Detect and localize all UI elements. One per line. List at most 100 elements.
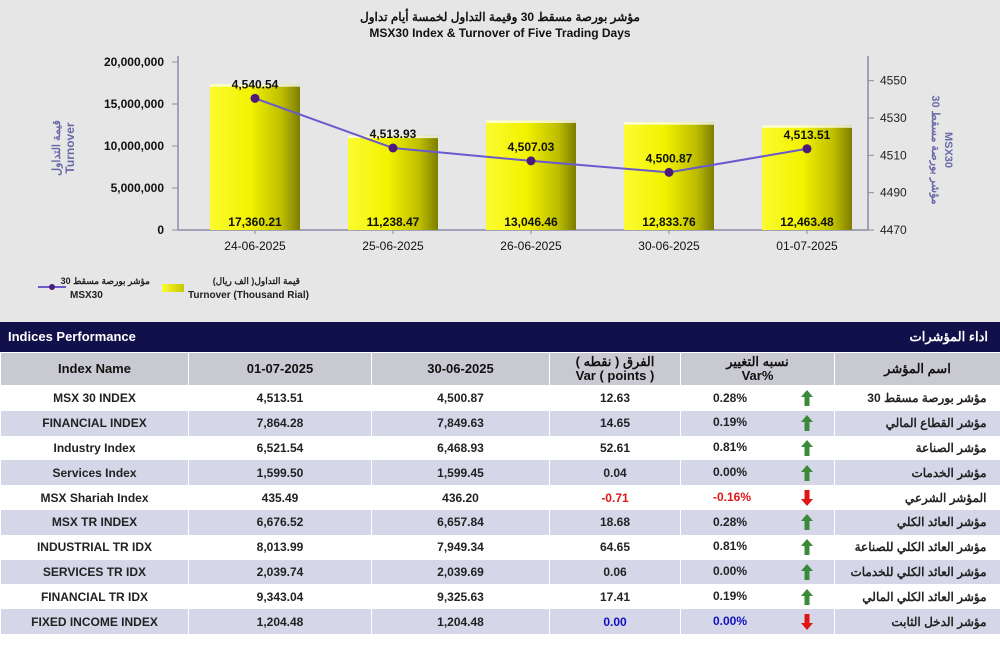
x-tick-label: 25-06-2025 xyxy=(362,239,424,253)
indices-table: Index Name 01-07-2025 30-06-2025 الفرق (… xyxy=(0,352,1000,634)
y-left-tick-label: 5,000,000 xyxy=(111,181,165,195)
cell-index-name-ar: مؤشر الدخل الثابت xyxy=(834,609,1000,634)
cell-var-pct: 0.28% xyxy=(680,385,835,411)
y-left-tick-label: 10,000,000 xyxy=(104,139,164,153)
cell-date1-value: 1,599.50 xyxy=(188,460,372,486)
y-right-tick-label: 4510 xyxy=(880,148,907,162)
cell-var-pct-text: 0.81% xyxy=(713,440,748,455)
cell-var-pct-text: 0.19% xyxy=(713,415,748,430)
cell-index-name-ar: مؤشر العائد الكلي xyxy=(834,509,1000,535)
cell-var-pct: 0.81% xyxy=(680,435,835,461)
cell-date1-value: 435.49 xyxy=(188,485,372,510)
cell-index-name: Industry Index xyxy=(0,435,189,461)
chart-svg: مؤشر بورصة مسقط 30 وقيمة التداول لخمسة أ… xyxy=(38,9,954,301)
chart-title-ar: مؤشر بورصة مسقط 30 وقيمة التداول لخمسة أ… xyxy=(360,9,640,25)
bar xyxy=(486,120,576,230)
x-tick-label: 26-06-2025 xyxy=(500,239,562,253)
cell-index-name: MSX Shariah Index xyxy=(0,485,189,510)
bar-value-label: 12,833.76 xyxy=(642,215,696,229)
cell-var-pct: 0.00% xyxy=(680,559,835,585)
msx30-value-label: 4,513.51 xyxy=(784,128,831,142)
cell-var-pct: 0.19% xyxy=(680,410,835,436)
bar-value-label: 11,238.47 xyxy=(367,215,420,229)
arrow-up-icon xyxy=(801,539,813,556)
col-pct-ar: نسبه التغيير xyxy=(726,354,789,369)
y-right-tick-label: 4530 xyxy=(880,111,907,125)
bar-highlight xyxy=(624,122,714,125)
arrow-up-icon xyxy=(801,439,813,456)
cell-date1-value: 8,013.99 xyxy=(188,534,372,560)
x-tick-label: 24-06-2025 xyxy=(224,239,286,253)
msx30-value-label: 4,540.54 xyxy=(232,77,279,91)
col-pct-en: Var% xyxy=(741,368,774,383)
table-row: INDUSTRIAL TR IDX 8,013.99 7,949.34 64.65 0.… xyxy=(0,534,1000,560)
cell-var-points: 52.61 xyxy=(549,435,681,461)
cell-index-name: FINANCIAL INDEX xyxy=(0,410,189,436)
cell-date2-value: 2,039.69 xyxy=(371,559,550,585)
col-date2: 30-06-2025 xyxy=(371,352,550,386)
arrow-down-icon xyxy=(801,613,813,630)
cell-index-name-ar: مؤشر بورصة مسقط 30 xyxy=(834,385,1000,411)
cell-var-pct: 0.00% xyxy=(680,609,835,634)
table-row: Services Index 1,599.50 1,599.45 0.04 0.00% م… xyxy=(0,460,1000,486)
cell-date1-value: 6,521.54 xyxy=(188,435,372,461)
cell-date2-value: 6,657.84 xyxy=(371,509,550,535)
section-title: Indices Performance xyxy=(8,329,136,344)
cell-date2-value: 4,500.87 xyxy=(371,385,550,411)
y-left-tick-label: 15,000,000 xyxy=(104,97,164,111)
msx30-point xyxy=(526,156,536,166)
cell-date1-value: 4,513.51 xyxy=(188,385,372,411)
x-tick-label: 01-07-2025 xyxy=(776,239,838,253)
cell-var-pct-text: 0.00% xyxy=(713,613,748,628)
table-row: MSX Shariah Index 435.49 436.20 -0.71 -0.16%… xyxy=(0,485,1000,510)
col-var-ar: الفرق ( نقطه ) xyxy=(575,354,655,369)
bar-highlight xyxy=(486,120,576,123)
bar-value-label: 13,046.46 xyxy=(504,215,558,229)
cell-index-name: Services Index xyxy=(0,460,189,486)
arrow-up-icon xyxy=(801,563,813,580)
bar-highlight xyxy=(210,84,300,87)
msx30-point xyxy=(250,93,260,103)
cell-var-pct-text: 0.81% xyxy=(713,539,748,554)
cell-index-name-ar: مؤشر العائد الكلي المالي xyxy=(834,584,1000,610)
arrow-up-icon xyxy=(801,514,813,531)
cell-var-points: 17.41 xyxy=(549,584,681,610)
chart-panel: مؤشر بورصة مسقط 30 وقيمة التداول لخمسة أ… xyxy=(0,0,1000,322)
cell-date2-value: 436.20 xyxy=(371,485,550,510)
cell-var-points: -0.71 xyxy=(549,485,681,510)
legend-line-marker xyxy=(49,284,55,290)
cell-var-pct: 0.19% xyxy=(680,584,835,610)
y-left-tick-label: 0 xyxy=(157,223,164,237)
legend-msx30: MSX30 xyxy=(70,290,103,301)
y-right-label: MSX30 xyxy=(942,132,954,168)
cell-date1-value: 7,864.28 xyxy=(188,410,372,436)
section-title-ar: اداء المؤشرات xyxy=(909,329,988,344)
cell-var-pct: 0.00% xyxy=(680,460,835,486)
y-left-label: Turnover xyxy=(63,122,77,173)
msx30-point xyxy=(802,144,812,154)
cell-index-name-ar: مؤشر العائد الكلي للصناعة xyxy=(834,534,1000,560)
col-index-name-ar: اسم المؤشر xyxy=(834,352,1000,386)
col-date1: 01-07-2025 xyxy=(188,352,372,386)
msx30-point xyxy=(664,167,674,177)
cell-var-pct: -0.16% xyxy=(680,485,835,510)
bar-highlight xyxy=(762,125,852,128)
cell-var-pct-text: 0.00% xyxy=(713,564,748,579)
table-row: FINANCIAL TR IDX 9,343.04 9,325.63 17.41 0.1… xyxy=(0,584,1000,610)
legend-bar-swatch xyxy=(162,284,184,292)
cell-var-points: 0.06 xyxy=(549,559,681,585)
cell-index-name-ar: مؤشر الخدمات xyxy=(834,460,1000,486)
cell-date1-value: 9,343.04 xyxy=(188,584,372,610)
cell-var-points: 18.68 xyxy=(549,509,681,535)
bar-value-label: 17,360.21 xyxy=(228,215,282,229)
y-right-label-ar: مؤشر بورصة مسقط 30 xyxy=(929,95,941,204)
arrow-up-icon xyxy=(801,390,813,407)
cell-date2-value: 9,325.63 xyxy=(371,584,550,610)
cell-var-pct-text: 0.19% xyxy=(713,588,748,603)
table-row: MSX TR INDEX 6,676.52 6,657.84 18.68 0.28% مؤ… xyxy=(0,509,1000,535)
cell-var-points: 0.00 xyxy=(549,609,681,634)
cell-index-name: INDUSTRIAL TR IDX xyxy=(0,534,189,560)
cell-var-pct-text: -0.16% xyxy=(713,489,752,504)
msx30-value-label: 4,507.03 xyxy=(508,140,555,154)
bar xyxy=(210,84,300,231)
